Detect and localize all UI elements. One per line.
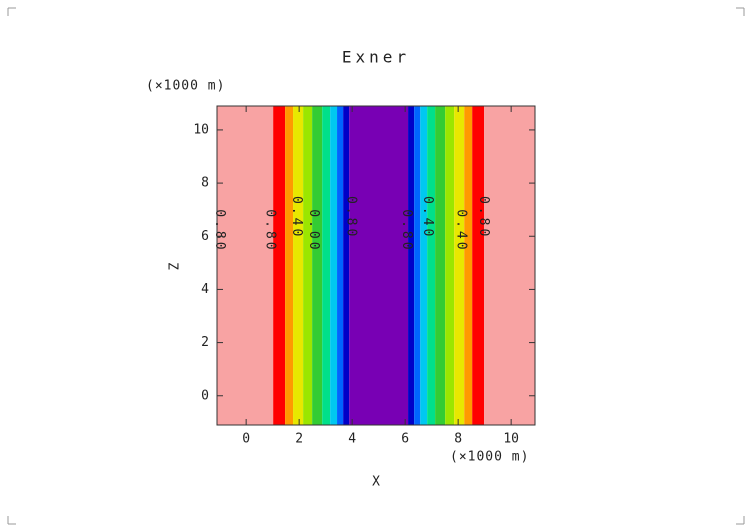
x-axis-label: X: [372, 475, 380, 490]
contour-label: 0.80: [263, 209, 278, 252]
x-unit: (×1000 m): [450, 450, 529, 465]
x-tick-label: 6: [401, 432, 409, 447]
contour-label: 0.00: [306, 209, 321, 252]
x-tick-label: 10: [503, 432, 519, 447]
corner-mark: [736, 516, 745, 525]
contour-band: [217, 106, 274, 425]
contour-label: 0.40: [289, 196, 304, 239]
contour-band: [454, 106, 465, 425]
y-tick-label: 6: [201, 229, 209, 244]
contour-label: 0.80: [343, 196, 358, 239]
contour-band: [330, 106, 338, 425]
contour-band: [408, 106, 415, 425]
y-tick-label: 2: [201, 335, 209, 350]
contour-label: 0.80: [399, 209, 414, 252]
corner-mark: [7, 7, 16, 16]
contour-label: 0.80: [212, 209, 227, 252]
contour-band: [464, 106, 473, 425]
corner-mark: [7, 516, 16, 525]
y-tick-label: 4: [201, 282, 209, 297]
contour-band: [420, 106, 428, 425]
contour-band: [472, 106, 485, 425]
contour-band: [273, 106, 286, 425]
contour-band: [484, 106, 535, 425]
contour-band: [435, 106, 446, 425]
x-tick-label: 2: [295, 432, 303, 447]
contour-label: 0.40: [453, 209, 468, 252]
contour-band: [303, 106, 313, 425]
contour-band: [427, 106, 436, 425]
y-tick-label: 10: [193, 122, 209, 137]
contour-band: [322, 106, 331, 425]
y-axis-label: Z: [165, 262, 180, 270]
x-tick-label: 0: [242, 432, 250, 447]
corner-mark: [736, 7, 745, 16]
contour-band: [312, 106, 323, 425]
contour-band: [445, 106, 455, 425]
chart-title: Exner: [342, 48, 410, 67]
x-tick-label: 4: [348, 432, 356, 447]
y-tick-label: 8: [201, 176, 209, 191]
contour-label: 0.80: [476, 196, 491, 239]
x-tick-label: 8: [454, 432, 462, 447]
contour-band: [293, 106, 304, 425]
contour-label: 0.40: [420, 196, 435, 239]
y-tick-label: 0: [201, 388, 209, 403]
plot-frame: [216, 105, 536, 426]
contour-band: [349, 106, 409, 425]
contour-band: [337, 106, 344, 425]
contour-band: [343, 106, 350, 425]
contour-band: [285, 106, 294, 425]
y-unit: (×1000 m): [146, 79, 225, 94]
contour-band: [414, 106, 421, 425]
